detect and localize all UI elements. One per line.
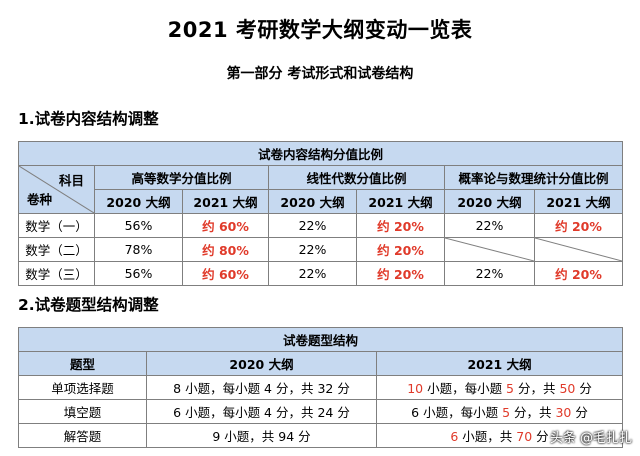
column-header: 2021 大纲: [375, 351, 624, 376]
table-caption: 试卷题型结构: [17, 327, 624, 352]
table-cell: 8 小题，每小题 4 分，共 32 分: [146, 375, 377, 400]
row-label: 解答题: [18, 423, 147, 448]
table-caption: 试卷内容结构分值比例: [17, 141, 624, 166]
column-header: 2020 大纲: [146, 351, 377, 376]
table-cell: 56%: [94, 261, 183, 286]
cell-text: 分: [532, 429, 549, 444]
cell-text: 分，共: [510, 405, 556, 420]
table-cell: 约 80%: [182, 237, 269, 262]
highlight-number: 50: [559, 381, 576, 396]
corner-paper-label: 卷种: [27, 192, 53, 207]
table-cell: 约 20%: [533, 261, 624, 286]
table-cell: 6 小题，每小题 4 分，共 24 分: [146, 399, 377, 424]
cell-text: 分，共: [514, 381, 560, 396]
highlight-number: 6: [450, 429, 459, 444]
row-label: 数学（二）: [18, 237, 95, 262]
year-header: 2021 大纲: [182, 189, 269, 214]
table-cell: 约 20%: [356, 237, 445, 262]
row-label: 单项选择题: [18, 375, 147, 400]
group-header: 线性代数分值比例: [268, 165, 445, 190]
section-heading-2: 2.试卷题型结构调整: [18, 296, 159, 314]
cell-text: 分: [575, 381, 592, 396]
corner-subject-label: 科目: [58, 173, 84, 188]
row-label: 填空题: [18, 399, 147, 424]
table-row: 数学（三） 56% 约 60% 22% 约 20% 22% 约 20%: [18, 261, 624, 286]
year-header: 2020 大纲: [444, 189, 535, 214]
table-cell: 约 60%: [182, 261, 269, 286]
table-cell-2021: 6 小题，每小题 5 分，共 30 分: [375, 399, 624, 424]
cell-text: 小题，每小题: [419, 405, 503, 420]
table-cell: 22%: [444, 213, 535, 238]
column-header: 题型: [18, 351, 147, 376]
table-row: 数学（二） 78% 约 80% 22% 约 20%: [18, 237, 624, 262]
table-cell: 约 20%: [533, 213, 624, 238]
page-subtitle: 第一部分 考试形式和试卷结构: [226, 66, 414, 82]
highlight-number: 10: [407, 381, 424, 396]
empty-slashed-cell: [444, 237, 535, 262]
question-type-table: 试卷题型结构 题型 2020 大纲 2021 大纲 单项选择题 8 小题，每小题…: [17, 327, 624, 448]
highlight-number: 70: [516, 429, 533, 444]
table-cell: 约 60%: [182, 213, 269, 238]
table-cell: 56%: [94, 213, 183, 238]
section-heading-1: 1.试卷内容结构调整: [18, 110, 159, 128]
table-row: 数学（一） 56% 约 60% 22% 约 20% 22% 约 20%: [18, 213, 624, 238]
cell-text: 小题，每小题: [423, 381, 507, 396]
table-cell-2021: 10 小题，每小题 5 分，共 50 分: [375, 375, 624, 400]
cell-text: 分: [571, 405, 588, 420]
cell-text: 6: [411, 405, 420, 420]
highlight-number: 5: [506, 381, 514, 396]
table-row: 单项选择题 8 小题，每小题 4 分，共 32 分 10 小题，每小题 5 分，…: [18, 375, 624, 400]
table-row: 填空题 6 小题，每小题 4 分，共 24 分 6 小题，每小题 5 分，共 3…: [18, 399, 624, 424]
content-structure-table: 试卷内容结构分值比例 科目 卷种 高等数学分值比例 线性代数分值比例 概率论与数…: [17, 141, 624, 286]
table-cell: 22%: [444, 261, 535, 286]
row-label: 数学（一）: [18, 213, 95, 238]
table-cell: 22%: [268, 237, 357, 262]
table-cell: 约 20%: [356, 261, 445, 286]
table-cell: 9 小题，共 94 分: [146, 423, 377, 448]
group-header: 高等数学分值比例: [94, 165, 269, 190]
year-header: 2020 大纲: [94, 189, 183, 214]
year-header: 2020 大纲: [268, 189, 357, 214]
table-row: 解答题 9 小题，共 94 分 6 小题，共 70 分: [18, 423, 624, 448]
table-cell: 22%: [268, 261, 357, 286]
row-label: 数学（三）: [18, 261, 95, 286]
group-header: 概率论与数理统计分值比例: [443, 165, 624, 190]
table-cell: 78%: [94, 237, 183, 262]
highlight-number: 5: [502, 405, 511, 420]
empty-slashed-cell: [533, 237, 624, 262]
page-title: 2021 考研数学大纲变动一览表: [167, 18, 473, 42]
table-cell: 约 20%: [356, 213, 445, 238]
table-corner-header: 科目 卷种: [18, 165, 95, 214]
year-header: 2021 大纲: [356, 189, 445, 214]
watermark: 头条 @毛扎扎: [549, 431, 632, 446]
table-cell: 22%: [268, 213, 357, 238]
highlight-number: 30: [555, 405, 572, 420]
year-header: 2021 大纲: [533, 189, 624, 214]
cell-text: 小题，共: [458, 429, 517, 444]
table-cell-2021: 6 小题，共 70 分: [375, 423, 624, 448]
